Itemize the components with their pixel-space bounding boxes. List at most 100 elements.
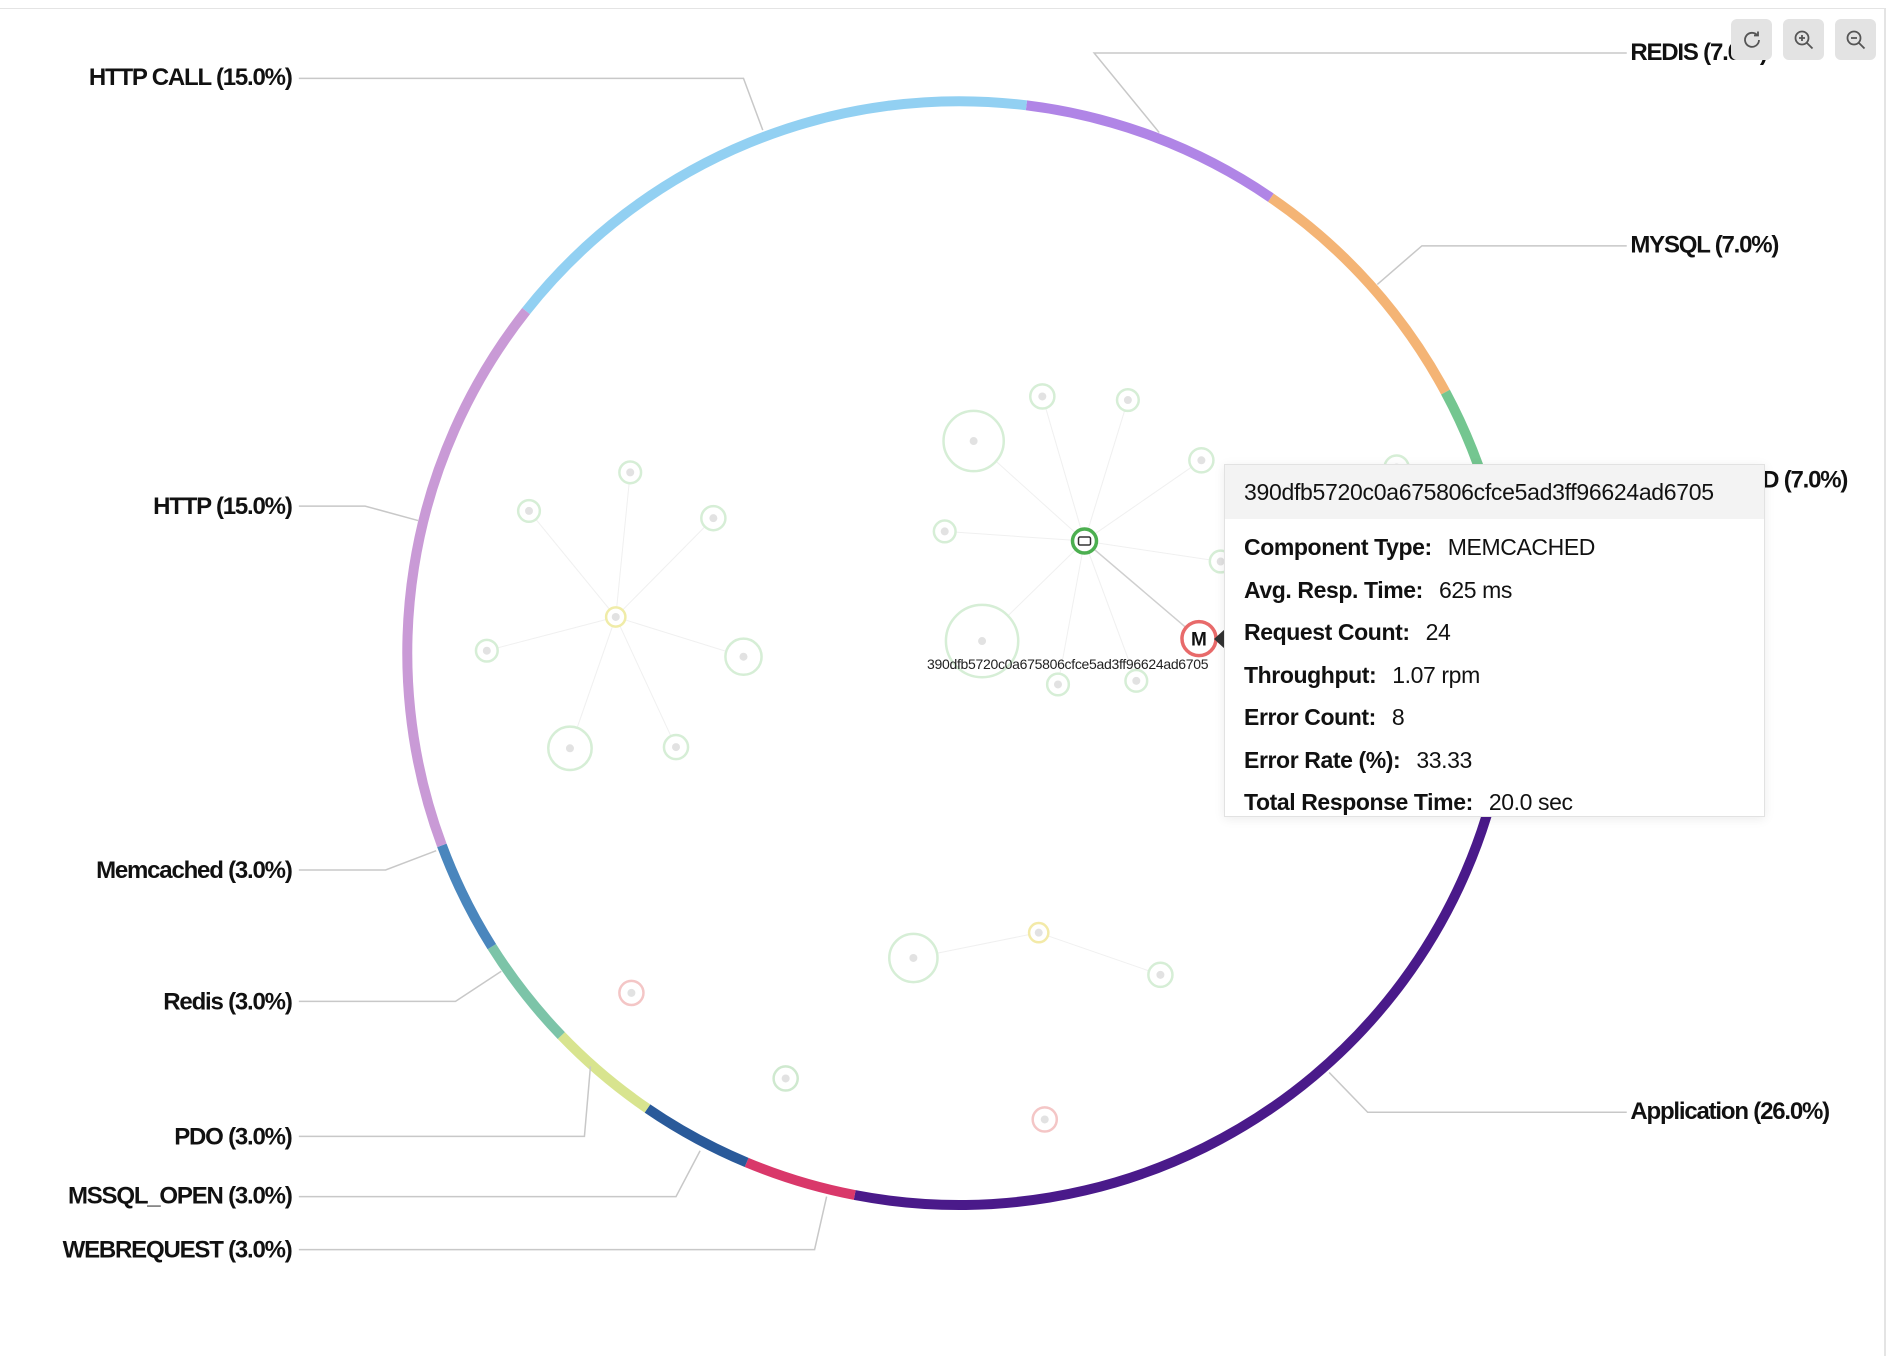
ring-segment-memcached[interactable] [437,843,497,950]
graph-edge [1084,399,1129,542]
tooltip-title: 390dfb5720c0a675806cfce5ad3ff96624ad6705 [1225,465,1764,519]
graph-edge [1084,540,1221,563]
graph-edge [615,616,744,658]
tooltip-row: Throughput: 1.07 rpm [1244,654,1745,697]
node-type-icon [482,646,491,655]
node-type-icon [1132,676,1141,685]
node-type-icon [1038,392,1047,401]
service-node[interactable] [1029,383,1056,410]
tooltip-row: Error Count: 8 [1244,696,1745,739]
ring-segment-mysql[interactable] [1268,193,1450,395]
label-http: HTTP (15.0%) [153,493,292,520]
refresh-button[interactable] [1731,19,1772,60]
tooltip-row-label: Component Type: [1244,534,1432,560]
node-type-icon [978,637,987,646]
leader-line-mysql [1376,245,1627,285]
map-toolbar [1731,19,1876,60]
memcached-icon: M [1191,630,1207,651]
label-pdo: PDO (3.0%) [174,1123,292,1150]
ring-segment-webrequest[interactable] [744,1157,856,1200]
service-node[interactable] [1031,1106,1059,1133]
leader-line-webrequest [298,1196,828,1251]
label-memcached: Memcached (3.0%) [96,857,292,884]
ring-segment-http[interactable] [402,307,531,848]
tooltip-row-value: MEMCACHED [1447,534,1596,560]
tooltip-row-value: 1.07 rpm [1392,661,1480,688]
graph-edge [1057,540,1085,685]
graph-edge [569,616,617,749]
service-node[interactable] [1045,672,1071,697]
monitor-icon [1077,536,1092,546]
service-node[interactable] [618,979,645,1007]
node-type-icon [739,652,748,661]
ring-segment-redis[interactable] [1025,100,1274,202]
service-node[interactable] [1124,668,1149,693]
graph-edge [1084,540,1200,640]
service-node[interactable] [888,932,939,984]
leader-line-redis [1092,52,1627,134]
graph-edge [1041,396,1085,542]
zoom-out-button[interactable] [1835,19,1876,60]
node-type-icon [709,514,718,523]
tooltip-row-value: 20.0 sec [1488,789,1573,815]
node-type-icon [1040,1115,1049,1124]
node-type-icon [626,468,635,477]
node-type-icon [1197,456,1206,465]
label-mssql-open: MSSQL_OPEN (3.0%) [68,1182,292,1209]
label-redis: Redis (3.0%) [163,988,292,1015]
tooltip-row-label: Error Rate (%): [1244,746,1401,773]
node-type-icon [1123,396,1132,405]
node-type-icon [1034,928,1043,937]
label-http-call: HTTP CALL (15.0%) [89,64,292,91]
graph-edge [615,517,714,618]
memcached-node-selected[interactable]: M [1180,619,1218,658]
service-node[interactable] [547,725,593,772]
tooltip-row: Request Count: 24 [1244,611,1745,654]
service-node[interactable] [724,637,763,677]
label-application: Application (26.0%) [1630,1098,1829,1125]
tooltip-row-label: Request Count: [1244,619,1410,645]
zoom-in-button[interactable] [1783,19,1824,60]
service-node[interactable] [516,498,542,524]
network-graph: M 390dfb5720c0a675806cfce5ad3ff96624ad670… [474,383,1410,1133]
service-node[interactable] [1115,387,1140,413]
graph-edge [1084,459,1202,542]
service-node[interactable] [932,519,957,544]
zoom-out-icon [1846,30,1865,49]
leader-line-redis [298,970,502,1003]
service-node[interactable] [474,638,499,663]
leader-line-pdo [298,1066,592,1138]
service-node[interactable] [700,504,727,532]
graph-edge [944,530,1085,542]
node-type-icon [781,1074,790,1083]
service-node[interactable] [942,409,1006,473]
tooltip-pointer [1214,629,1225,649]
leader-line-application [1328,1071,1627,1113]
application-node[interactable] [1070,527,1099,555]
ring-labels: REDIS (7.0%)MYSQL (7.0%)MEMCACHED (7.0%)… [63,39,1849,1264]
refresh-icon [1743,31,1760,48]
service-node[interactable] [944,603,1020,679]
service-node[interactable] [662,733,690,761]
ring-segment-pdo[interactable] [557,1032,651,1113]
tooltip-row-value: 24 [1425,619,1451,645]
leader-line-mssql-open [298,1150,701,1198]
graph-edge [1038,932,1161,976]
service-node[interactable] [1188,447,1215,474]
node-type-icon [524,506,533,515]
zoom-in-icon [1794,30,1813,49]
service-node[interactable] [1147,961,1174,989]
tooltip-row-value: 33.33 [1416,746,1472,773]
tooltip-row: Component Type: MEMCACHED [1244,526,1745,569]
service-node[interactable] [1027,921,1050,944]
service-map-panel [0,8,1886,1356]
node-type-icon [909,953,918,962]
node-type-icon [672,743,681,752]
leader-line-http-call [298,77,764,131]
ring-segment-http-call[interactable] [522,96,1028,315]
service-node[interactable] [772,1065,799,1092]
ring-segment-redis[interactable] [487,943,565,1040]
service-node[interactable] [618,460,643,485]
service-node[interactable] [604,606,627,628]
ring-segment-mssql-open[interactable] [644,1104,749,1168]
